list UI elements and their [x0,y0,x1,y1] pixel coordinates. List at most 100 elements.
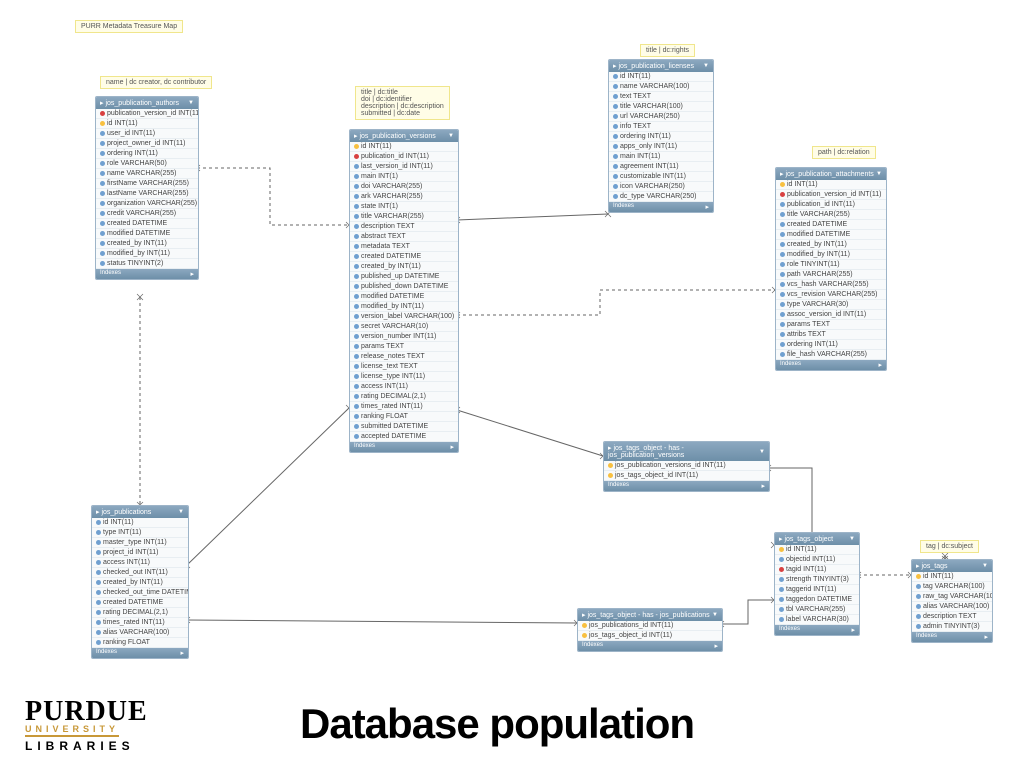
table-column: id INT(11) [775,545,859,555]
col-icon [100,131,105,136]
table-column: modified DATETIME [350,292,458,302]
col-icon [100,181,105,186]
table-column: path VARCHAR(255) [776,270,886,280]
table-column: created DATETIME [776,220,886,230]
col-icon [613,134,618,139]
table-header[interactable]: ▸ jos_publication_versions▼ [350,130,458,142]
table-column: modified DATETIME [96,229,198,239]
table-header[interactable]: ▸ jos_publication_authors▼ [96,97,198,109]
note-name: name | dc creator, dc contributor [100,76,212,89]
purdue-logo: PURDUE UNIVERSITY LIBRARIES [25,696,148,753]
key-icon [916,574,921,579]
col-icon [96,610,101,615]
col-icon [100,251,105,256]
table-footer[interactable]: Indexes▸ [578,641,722,651]
main-title: Database population [300,700,694,748]
table-column: vcs_revision VARCHAR(255) [776,290,886,300]
table-column: modified_by INT(11) [776,250,886,260]
table-column: text TEXT [609,92,713,102]
key-icon [100,121,105,126]
table-footer[interactable]: Indexes▸ [350,442,458,452]
table-column: id INT(11) [776,180,886,190]
table-column: attribs TEXT [776,330,886,340]
col-icon [780,282,785,287]
table-column: label VARCHAR(30) [775,615,859,625]
table-header[interactable]: ▸ jos_publication_attachments▼ [776,168,886,180]
table-column: taggedon DATETIME [775,595,859,605]
key-icon [780,182,785,187]
page-title-note: PURR Metadata Treasure Map [75,20,183,33]
col-icon [96,600,101,605]
table-header[interactable]: ▸ jos_publications▼ [92,506,188,518]
table-column: id INT(11) [92,518,188,528]
table-column: rating DECIMAL(2,1) [350,392,458,402]
table-column: ranking FLOAT [92,638,188,648]
col-icon [354,424,359,429]
table-footer[interactable]: Indexes▸ [92,648,188,658]
table-jos_tags_object - has - jos_publication_versions: ▸ jos_tags_object - has - jos_publicatio… [603,441,770,492]
table-column: ark VARCHAR(255) [350,192,458,202]
fk-icon [780,192,785,197]
note-relation: path | dc:relation [812,146,876,159]
table-column: license_type INT(11) [350,372,458,382]
table-column: created_by INT(11) [96,239,198,249]
table-column: dc_type VARCHAR(250) [609,192,713,202]
table-column: accepted DATETIME [350,432,458,442]
table-column: title VARCHAR(100) [609,102,713,112]
table-header[interactable]: ▸ jos_tags_object - has - jos_publicatio… [578,609,722,621]
table-column: taggerid INT(11) [775,585,859,595]
table-footer[interactable]: Indexes▸ [776,360,886,370]
table-column: ordering INT(11) [609,132,713,142]
table-header[interactable]: ▸ jos_tags_object▼ [775,533,859,545]
table-column: secret VARCHAR(10) [350,322,458,332]
table-column: last_version_id INT(11) [350,162,458,172]
table-footer[interactable]: Indexes▸ [609,202,713,212]
key-icon [582,623,587,628]
table-column: organization VARCHAR(255) [96,199,198,209]
table-column: version_number INT(11) [350,332,458,342]
col-icon [354,224,359,229]
table-column: created DATETIME [92,598,188,608]
col-icon [354,264,359,269]
fk-icon [354,154,359,159]
col-icon [354,254,359,259]
table-column: title VARCHAR(255) [776,210,886,220]
table-column: modified_by INT(11) [350,302,458,312]
col-icon [354,404,359,409]
table-column: metadata TEXT [350,242,458,252]
table-footer[interactable]: Indexes▸ [604,481,769,491]
col-icon [96,590,101,595]
col-icon [780,332,785,337]
table-header[interactable]: ▸ jos_publication_licenses▼ [609,60,713,72]
table-header[interactable]: ▸ jos_tags▼ [912,560,992,572]
table-jos_publication_attachments: ▸ jos_publication_attachments▼id INT(11)… [775,167,887,371]
key-icon [779,547,784,552]
col-icon [100,161,105,166]
col-icon [354,354,359,359]
table-footer[interactable]: Indexes▸ [96,269,198,279]
col-icon [96,550,101,555]
table-footer[interactable]: Indexes▸ [775,625,859,635]
table-column: abstract TEXT [350,232,458,242]
table-column: project_owner_id INT(11) [96,139,198,149]
table-column: customizable INT(11) [609,172,713,182]
col-icon [96,570,101,575]
table-column: master_type INT(11) [92,538,188,548]
col-icon [613,94,618,99]
col-icon [100,201,105,206]
table-column: jos_tags_object_id INT(11) [604,471,769,481]
table-column: jos_publications_id INT(11) [578,621,722,631]
col-icon [100,151,105,156]
col-icon [100,221,105,226]
key-icon [608,473,613,478]
table-footer[interactable]: Indexes▸ [912,632,992,642]
col-icon [613,184,618,189]
table-column: created DATETIME [350,252,458,262]
table-column: url VARCHAR(250) [609,112,713,122]
table-jos_tags: ▸ jos_tags▼id INT(11)tag VARCHAR(100)raw… [911,559,993,643]
table-column: publication_version_id INT(11) [776,190,886,200]
col-icon [100,241,105,246]
col-icon [780,262,785,267]
note-title-doi: title | dc:title doi | dc:identifier des… [355,86,450,120]
table-header[interactable]: ▸ jos_tags_object - has - jos_publicatio… [604,442,769,461]
